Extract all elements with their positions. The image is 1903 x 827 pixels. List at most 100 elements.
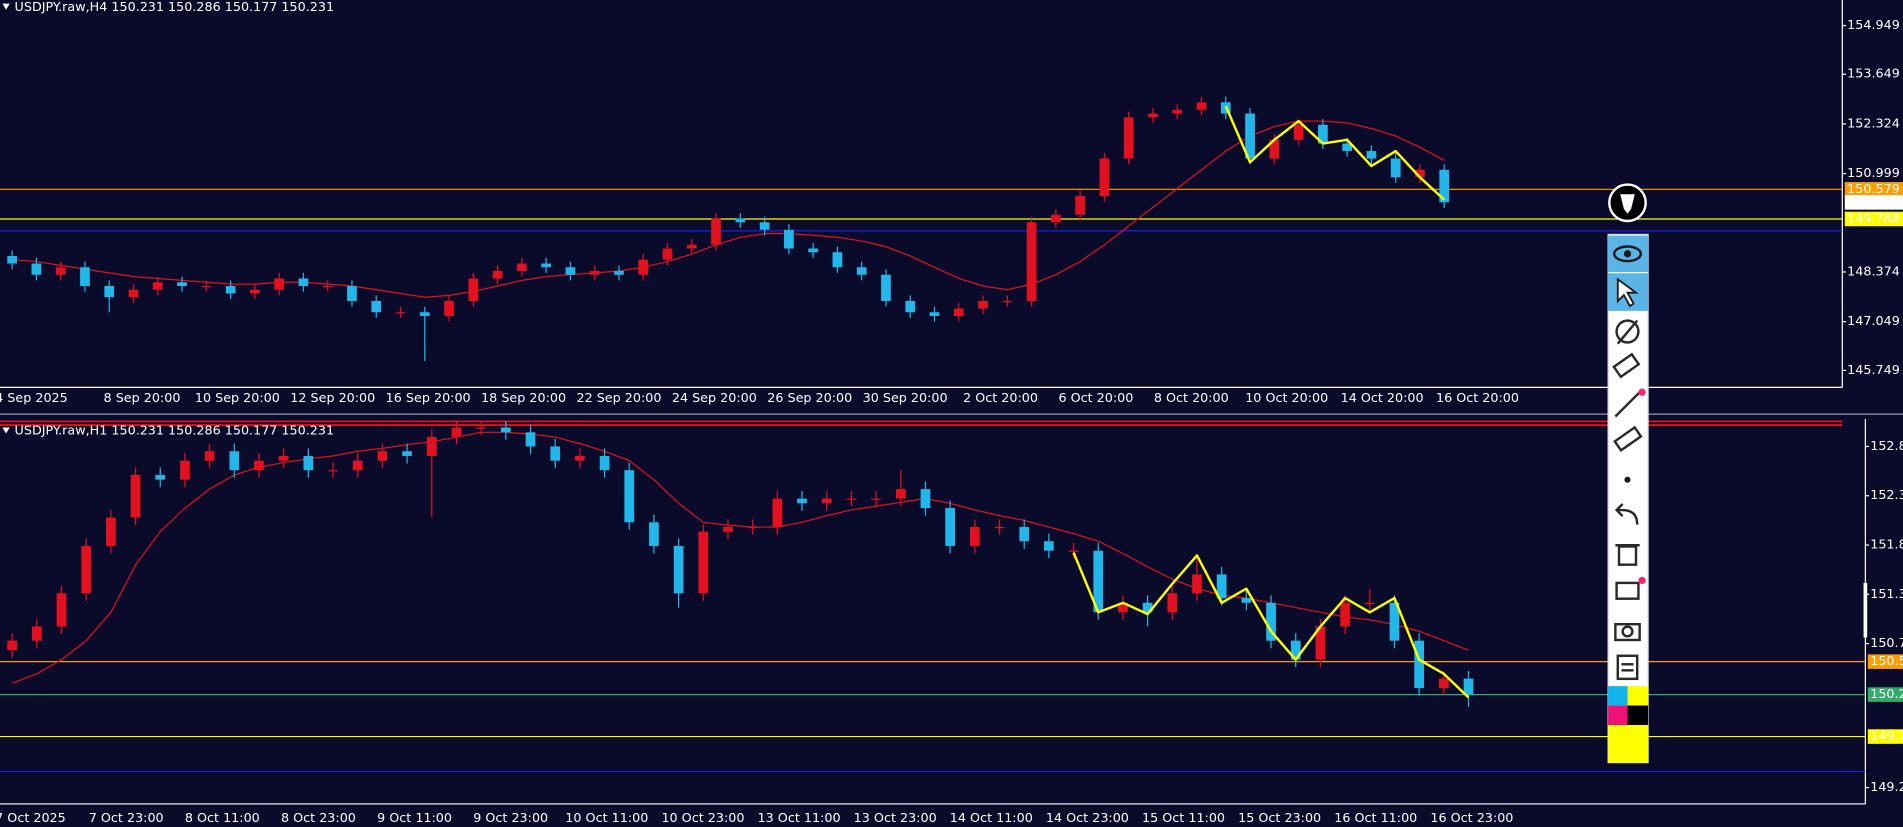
candle-body (274, 278, 284, 290)
x-tick-label: 16 Oct 11:00 (1334, 811, 1417, 826)
pane: USDJPY.raw,H1 150.231 150.286 150.177 15… (0, 421, 1903, 826)
candle-body (1068, 550, 1079, 552)
candle-body (614, 271, 624, 275)
candle-body (395, 312, 406, 314)
y-tick-label: 150.7 (1870, 636, 1903, 651)
x-tick-label: 15 Oct 23:00 (1238, 811, 1321, 826)
candle-body (130, 474, 141, 518)
x-tick-label: 14 Oct 11:00 (950, 811, 1033, 826)
y-tick-label: 152.324 (1847, 116, 1900, 131)
color-swatch[interactable] (1608, 705, 1628, 725)
candle-body (1019, 527, 1030, 542)
candle-body (881, 274, 891, 301)
candle-body (624, 470, 635, 523)
candle-body (1075, 196, 1086, 215)
candle-body (895, 489, 906, 499)
stopwatch-icon[interactable] (1615, 319, 1640, 344)
plot-area (0, 421, 1866, 773)
candle-body (797, 498, 807, 504)
x-tick-label: 4 Sep 2025 (0, 391, 68, 406)
candle-body (402, 451, 412, 456)
dot-tool[interactable] (1624, 476, 1631, 483)
candle-body (1389, 602, 1400, 641)
x-tick-label: 8 Oct 20:00 (1154, 391, 1229, 406)
toolbar-panel (1607, 233, 1649, 764)
marker-icon[interactable] (1612, 352, 1641, 379)
clipboard-icon[interactable] (1616, 654, 1639, 681)
x-tick-label: 10 Oct 11:00 (565, 811, 648, 826)
collapse-arrow[interactable] (2, 427, 10, 434)
color-swatch[interactable] (1608, 686, 1628, 706)
eraser-icon[interactable] (1613, 425, 1643, 453)
candle-body (1196, 102, 1207, 110)
candle-body (55, 267, 66, 275)
price-tag (1844, 182, 1903, 197)
candle-body (589, 271, 600, 275)
candle-body (994, 527, 1005, 529)
candle-body (662, 248, 673, 260)
candle-body (905, 300, 916, 313)
candle-body (871, 498, 881, 500)
candle-body (377, 451, 388, 461)
candle-body (254, 460, 264, 471)
current-color[interactable] (1608, 724, 1649, 763)
candle-body (517, 263, 527, 272)
x-tick-label: 8 Oct 11:00 (185, 811, 260, 826)
candle-body (759, 222, 770, 230)
y-tick-label: 148.374 (1847, 264, 1900, 279)
candle-body (1142, 602, 1153, 613)
x-tick-label: 7 Oct 23:00 (89, 811, 164, 826)
candle-body (229, 451, 240, 471)
candle-body (1318, 124, 1328, 144)
candle-body (784, 229, 794, 249)
price-tag-label: 150.231 (1847, 195, 1900, 210)
candle-body (1051, 214, 1061, 223)
x-tick-label: 26 Sep 20:00 (767, 391, 852, 406)
chart-title: USDJPY.raw,H4 150.231 150.286 150.177 15… (15, 0, 335, 15)
candle-body (599, 455, 610, 471)
x-tick-label: 7 Oct 2025 (0, 811, 66, 826)
screen-icon[interactable] (1615, 581, 1640, 600)
candle-body (201, 285, 212, 288)
candle-body (711, 218, 721, 245)
x-tick-label: 16 Oct 23:00 (1430, 811, 1513, 826)
candle-body (468, 278, 479, 301)
line-tool-icon[interactable] (1614, 391, 1641, 418)
candle-body (1245, 113, 1255, 159)
candle-body (104, 285, 115, 298)
candle-body (1293, 124, 1304, 140)
x-tick-label: 9 Oct 11:00 (377, 811, 452, 826)
price-tag (1867, 654, 1903, 669)
candle-body (673, 545, 684, 594)
candle-body (772, 498, 783, 528)
x-tick-label: 30 Sep 20:00 (863, 391, 948, 406)
eye-icon (1612, 245, 1643, 263)
candle-body (1172, 109, 1183, 114)
candle-body (128, 289, 139, 298)
candle-body (846, 498, 857, 500)
y-tick-label: 152.3 (1870, 488, 1903, 503)
plot-area (0, 96, 1843, 361)
candle-body (821, 498, 832, 504)
zigzag-line (1072, 552, 1470, 699)
candle-body (723, 527, 733, 532)
candle-body (1026, 222, 1037, 301)
price-tag (1867, 687, 1903, 702)
y-tick-label: 152.8 (1870, 439, 1903, 454)
color-swatch[interactable] (1627, 705, 1649, 725)
undo-icon[interactable] (1614, 503, 1639, 525)
candle-body (80, 267, 90, 286)
collapse-arrow[interactable] (2, 3, 10, 10)
camera-icon (1621, 625, 1634, 638)
x-tick-label: 8 Sep 20:00 (104, 391, 181, 406)
candle-body (978, 300, 988, 309)
camera-icon[interactable] (1614, 622, 1641, 642)
candle-body (106, 517, 116, 546)
candle-body (492, 271, 503, 279)
x-tick-label: 24 Sep 20:00 (672, 391, 757, 406)
x-tick-label: 13 Oct 23:00 (854, 811, 937, 826)
candle-body (1342, 143, 1353, 152)
color-swatch[interactable] (1627, 686, 1649, 706)
badge (1638, 388, 1646, 396)
